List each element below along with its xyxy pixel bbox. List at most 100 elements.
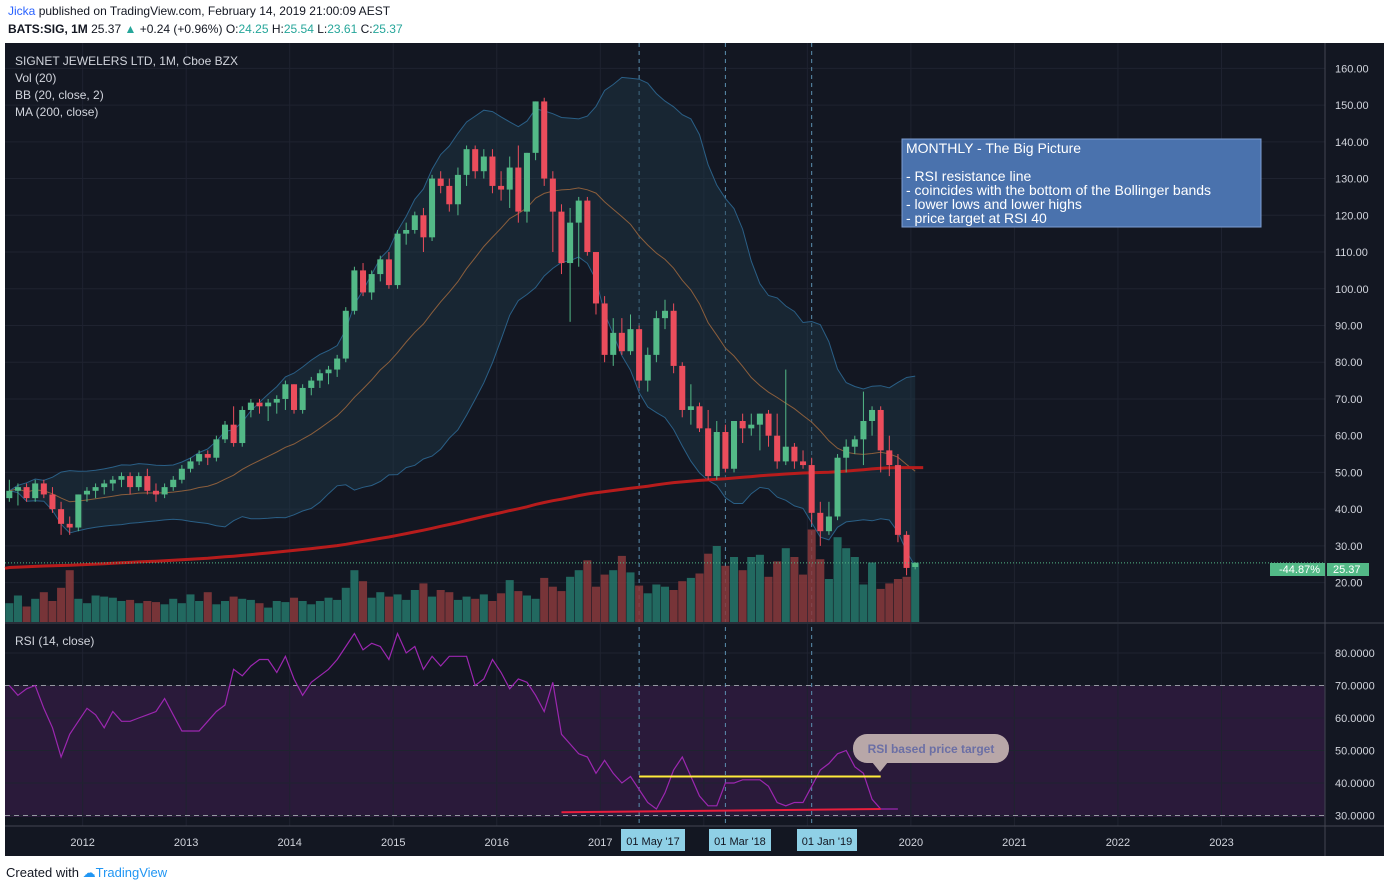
candle <box>480 149 487 179</box>
change-pct-label: -44.87% <box>1279 564 1320 576</box>
volume-bar <box>824 579 833 623</box>
volume-bar <box>548 586 557 623</box>
candle-body <box>791 446 798 462</box>
candle <box>230 406 237 447</box>
volume-bar <box>790 557 799 623</box>
candle-body <box>903 534 910 568</box>
ma200-line <box>4 466 924 570</box>
volume-bar <box>522 595 531 623</box>
candle-body <box>32 483 39 499</box>
rsi-callout[interactable]: RSI based price target <box>853 734 1009 772</box>
time-tick-label: 2023 <box>1209 837 1233 849</box>
candle-body <box>256 402 263 407</box>
volume-bar <box>307 604 316 623</box>
volume-bar <box>660 586 670 623</box>
candle <box>834 454 841 521</box>
annotation-box[interactable]: MONTHLY - The Big Picture - RSI resistan… <box>901 138 1262 228</box>
ma200-polyline <box>4 466 924 570</box>
callout-pointer <box>872 762 888 772</box>
candle-body <box>713 432 720 477</box>
candle-body <box>825 516 832 532</box>
volume-bar <box>635 585 644 623</box>
time-tick-label: 2021 <box>1002 837 1026 849</box>
time-axis[interactable]: 2012 2013 2014 2015 2016 2017 2020 2021 2022 2023 <box>70 837 1233 849</box>
legend-rsi[interactable]: RSI (14, close) <box>15 634 94 648</box>
price-axis[interactable]: 20.00 30.00 40.00 50.00 60.00 70.00 80.00 90.00… <box>1335 63 1369 589</box>
volume-bar <box>384 596 393 623</box>
volume-bar <box>764 576 773 623</box>
candle-body <box>506 167 513 190</box>
volume-bar <box>816 559 825 623</box>
candle-body <box>6 490 13 499</box>
rsi-axis[interactable]: 30.0000 40.0000 50.0000 60.0000 70.0000 80.00… <box>1335 648 1375 823</box>
candle <box>523 152 530 223</box>
candle <box>567 207 574 322</box>
legend-bollinger[interactable]: BB (20, close, 2) <box>15 88 104 102</box>
candle-body <box>575 200 582 223</box>
candle <box>498 171 505 201</box>
candle <box>40 479 47 499</box>
bollinger-band-lines <box>9 76 916 567</box>
legend-volume[interactable]: Vol (20) <box>15 71 56 85</box>
volume-bar <box>203 592 212 623</box>
volume-bar <box>885 583 894 623</box>
candle-body <box>40 483 47 495</box>
candle-body <box>860 420 867 440</box>
price-tick-label: 60.00 <box>1335 431 1363 443</box>
candle-body <box>636 329 643 381</box>
candle-body <box>49 494 56 510</box>
candle-body <box>592 252 599 304</box>
candle <box>592 252 599 315</box>
volume-bar <box>617 555 626 623</box>
candle <box>92 483 99 499</box>
candle <box>912 562 919 570</box>
volume-bar <box>255 603 264 623</box>
candle-body <box>498 185 505 190</box>
volume-bar <box>82 603 91 623</box>
candle-body <box>118 476 125 480</box>
candle-body <box>334 358 341 370</box>
vline-date-label-2: 01 Mar '18 <box>709 829 771 851</box>
last-value: 25.37 <box>91 22 122 36</box>
volume-bar <box>514 591 523 623</box>
annotation-line-4: - price target at RSI 40 <box>906 210 1047 226</box>
candle-body <box>480 156 487 172</box>
candle <box>506 156 513 208</box>
volume-bar <box>540 577 549 623</box>
candle-body <box>912 562 919 568</box>
candle <box>860 391 867 466</box>
candle-body <box>877 409 884 451</box>
volume-bar <box>108 597 117 623</box>
volume-bar <box>591 586 600 623</box>
volume-bar <box>799 574 808 623</box>
volume-bar <box>453 599 462 623</box>
candle <box>342 307 349 363</box>
candle-body <box>705 428 712 477</box>
callout-bubble <box>853 734 1009 763</box>
volume-bar <box>13 595 22 623</box>
volume-bar <box>5 603 14 623</box>
candle <box>170 476 177 491</box>
candle-body <box>351 270 358 311</box>
bollinger-lower <box>9 256 916 567</box>
candle <box>454 167 461 216</box>
footer-brand[interactable]: TradingView <box>95 865 168 880</box>
volume-bar <box>893 579 902 623</box>
candle-body <box>731 420 738 469</box>
volume-bars <box>5 529 920 623</box>
tradingview-logo-icon[interactable]: ☁ <box>82 865 96 880</box>
candle-body <box>299 387 306 410</box>
footer-created-text: Created with <box>6 865 79 880</box>
candle-body <box>653 318 660 355</box>
candle-body <box>161 487 168 495</box>
volume-bar <box>462 596 471 623</box>
volume-bar <box>100 596 109 623</box>
volume-bar <box>195 601 204 623</box>
legend-ma[interactable]: MA (200, close) <box>15 105 98 119</box>
candle-body <box>627 329 634 352</box>
candle-body <box>247 402 254 410</box>
price-tick-label: 160.00 <box>1335 63 1369 75</box>
candle <box>308 376 315 396</box>
publisher-username[interactable]: Jicka <box>8 4 36 18</box>
